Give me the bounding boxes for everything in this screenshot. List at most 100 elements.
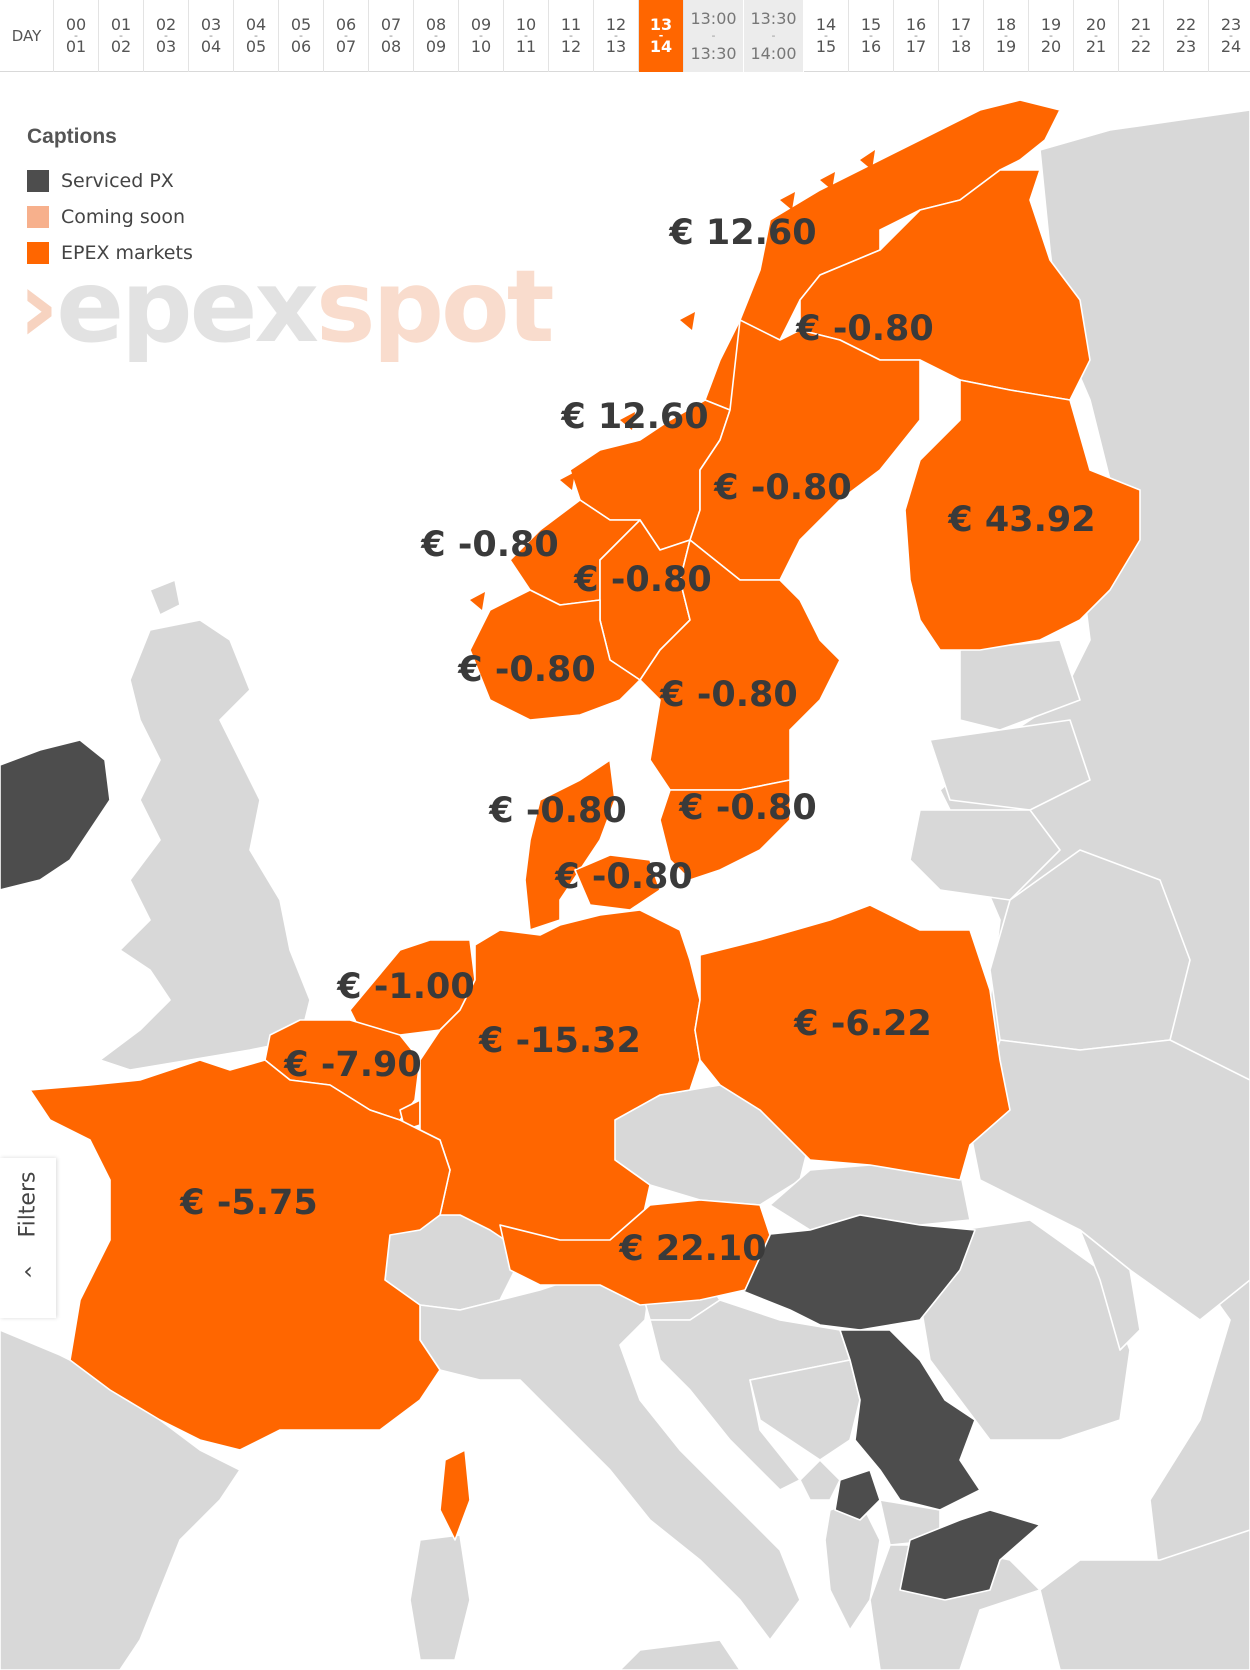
price-label-fr[interactable]: € -5.75: [180, 1183, 318, 1223]
hour-slot[interactable]: 04-05: [234, 0, 279, 72]
slot-from: 13: [649, 15, 673, 34]
country-romania: [919, 1219, 1131, 1441]
price-label-be[interactable]: € -7.90: [284, 1045, 422, 1085]
country-germany: [419, 909, 701, 1261]
hour-slot[interactable]: 14-15: [804, 0, 849, 72]
zone-no4: [704, 99, 1061, 411]
half-hour-slot[interactable]: 13:30 - 14:00: [744, 0, 804, 72]
price-label-at[interactable]: € 22.10: [619, 1229, 767, 1269]
legend-swatch: [27, 170, 49, 192]
filters-label: Filters: [15, 1171, 41, 1237]
slot-from: 13:30: [750, 8, 797, 28]
legend-item-coming-soon: Coming soon: [27, 199, 193, 235]
country-serbia: [839, 1329, 981, 1511]
country-hungary: [739, 1214, 976, 1331]
slot-to: 15: [815, 37, 837, 56]
epex-market-countries: [29, 99, 1141, 1541]
hour-slot[interactable]: 20-21: [1074, 0, 1119, 72]
hour-slot[interactable]: 07-08: [369, 0, 414, 72]
slot-to: 05: [245, 37, 267, 56]
slot-separator: -: [869, 29, 873, 42]
price-label-no4[interactable]: € 12.60: [669, 213, 817, 253]
price-label-dk2[interactable]: € -0.80: [555, 857, 693, 897]
price-label-nl[interactable]: € -1.00: [337, 967, 475, 1007]
country-ireland: [0, 739, 111, 891]
slot-from: 23: [1220, 15, 1242, 34]
country-moldova: [1079, 1229, 1141, 1351]
hour-slot[interactable]: 01-02: [99, 0, 144, 72]
hour-slot[interactable]: 12-13: [594, 0, 639, 72]
hour-slot[interactable]: 21-22: [1119, 0, 1164, 72]
hour-slot[interactable]: 00-01: [54, 0, 99, 72]
country-montenegro: [799, 1459, 841, 1501]
slot-separator: -: [959, 29, 963, 42]
slot-separator: -: [254, 29, 258, 42]
slot-to: 13: [605, 37, 627, 56]
slot-separator: -: [1229, 29, 1233, 42]
half-hour-slot[interactable]: 13:00 - 13:30: [684, 0, 744, 72]
hour-slot[interactable]: 06-07: [324, 0, 369, 72]
slot-from: 01: [110, 15, 132, 34]
price-label-se2[interactable]: € -0.80: [714, 468, 852, 508]
slot-from: 12: [605, 15, 627, 34]
country-france: [29, 1059, 451, 1451]
slot-to: 01: [65, 37, 87, 56]
price-label-pl[interactable]: € -6.22: [794, 1004, 932, 1044]
country-latvia: [929, 719, 1091, 811]
hour-slot[interactable]: 08-09: [414, 0, 459, 72]
logo-part-epex: epex: [56, 248, 319, 365]
slot-from: 09: [470, 15, 492, 34]
hour-slot[interactable]: 16-17: [894, 0, 939, 72]
hour-slot[interactable]: 22-23: [1164, 0, 1209, 72]
hour-slot[interactable]: 10-11: [504, 0, 549, 72]
zone-se2: [689, 319, 921, 581]
slot-separator: -: [1184, 29, 1188, 42]
slot-separator: -: [614, 29, 618, 42]
slot-separator: -: [299, 29, 303, 42]
time-slot-bar: DAY 00-01 01-02 02-03 03-04 04-05 05-06 06-07 0…: [0, 0, 1250, 72]
slot-to: 14: [649, 37, 673, 56]
island-corsica: [439, 1449, 471, 1541]
hour-slot[interactable]: 02-03: [144, 0, 189, 72]
filters-toggle-button[interactable]: Filters ‹: [0, 1158, 56, 1318]
hour-slot[interactable]: 05-06: [279, 0, 324, 72]
hour-slot[interactable]: 15-16: [849, 0, 894, 72]
day-label[interactable]: DAY: [0, 0, 54, 72]
slot-to: 02: [110, 37, 132, 56]
country-estonia: [959, 639, 1081, 731]
country-austria: [499, 1199, 771, 1306]
price-label-no3[interactable]: € 12.60: [561, 397, 709, 437]
serviced-px-countries: [0, 739, 1041, 1601]
country-bulgaria: [899, 1509, 1041, 1601]
hour-slot[interactable]: 17-18: [939, 0, 984, 72]
slot-from: 17: [950, 15, 972, 34]
price-label-de[interactable]: € -15.32: [479, 1021, 641, 1061]
slot-to: 23: [1175, 37, 1197, 56]
hour-slot[interactable]: 09-10: [459, 0, 504, 72]
price-label-no5[interactable]: € -0.80: [421, 525, 559, 565]
price-label-fi[interactable]: € 43.92: [948, 500, 1096, 540]
slot-from: 21: [1130, 15, 1152, 34]
island-sardinia: [409, 1534, 471, 1661]
hour-slot[interactable]: 23-24: [1209, 0, 1250, 72]
slot-separator: -: [74, 29, 78, 42]
price-label-se4[interactable]: € -0.80: [679, 788, 817, 828]
slot-from: 06: [335, 15, 357, 34]
price-label-se1[interactable]: € -0.80: [796, 309, 934, 349]
slot-to: 17: [905, 37, 927, 56]
hour-slot[interactable]: 11-12: [549, 0, 594, 72]
price-label-dk1[interactable]: € -0.80: [489, 791, 627, 831]
hour-slot-active[interactable]: 13 - 14: [639, 0, 684, 72]
price-label-no1[interactable]: € -0.80: [574, 560, 712, 600]
slot-from: 03: [200, 15, 222, 34]
hour-slot[interactable]: 19-20: [1029, 0, 1074, 72]
slot-from: 13:00: [690, 8, 737, 28]
legend-item-epex: EPEX markets: [27, 235, 193, 271]
slot-from: 02: [155, 15, 177, 34]
price-label-no2[interactable]: € -0.80: [458, 650, 596, 690]
slot-separator: -: [914, 29, 918, 42]
hour-slot[interactable]: 03-04: [189, 0, 234, 72]
europe-price-map: [0, 72, 1250, 1670]
hour-slot[interactable]: 18-19: [984, 0, 1029, 72]
price-label-se3[interactable]: € -0.80: [660, 675, 798, 715]
